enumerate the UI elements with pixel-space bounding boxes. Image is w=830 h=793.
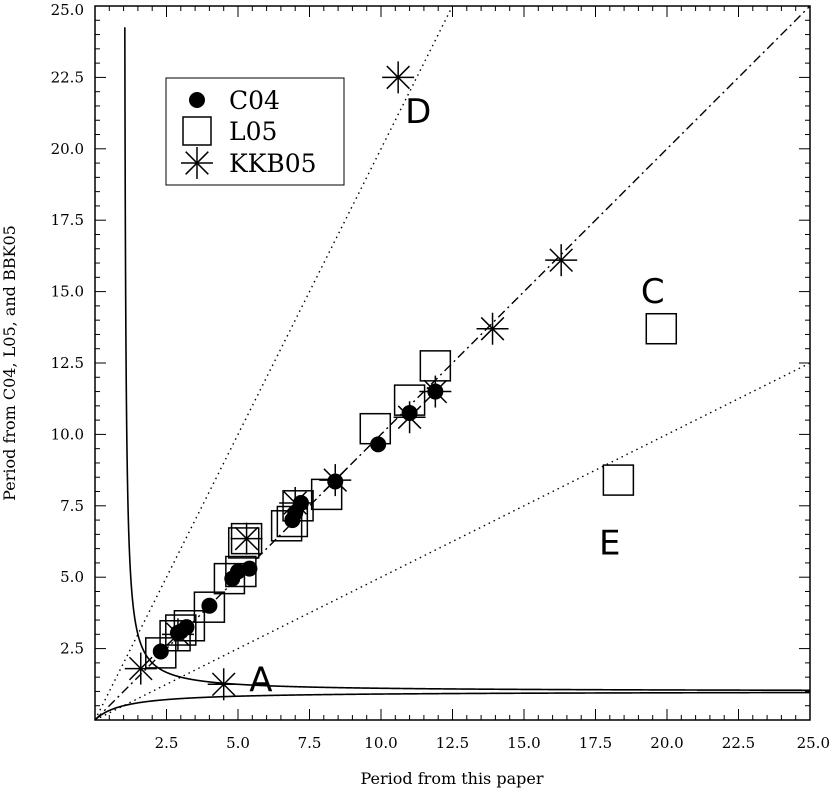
legend-c04-marker <box>189 92 205 108</box>
y-tick-label: 17.5 <box>51 211 84 229</box>
x-tick-label: 12.5 <box>436 734 469 752</box>
x-tick-label: 5.0 <box>226 734 250 752</box>
c04-point <box>427 383 444 400</box>
x-tick-label: 20.0 <box>650 734 683 752</box>
kkb05-point <box>207 668 240 701</box>
kkb05-stroke <box>211 672 236 697</box>
annotation-label: E <box>599 523 620 563</box>
x-tick-label: 25.0 <box>797 734 830 752</box>
x-tick-label: 2.5 <box>155 734 179 752</box>
legend-label: C04 <box>229 86 280 115</box>
reference-line <box>95 362 810 720</box>
c04-point <box>292 494 309 511</box>
c04-point <box>401 404 418 421</box>
c04-point <box>327 473 344 490</box>
x-tick-labels: 2.5 5.0 7.5 10.0 12.5 15.0 17.5 20.0 22.5 25.0 <box>155 734 830 752</box>
c04-point <box>201 597 218 614</box>
l05-point <box>645 312 678 345</box>
reference-line <box>95 6 454 720</box>
reference-line <box>95 6 810 720</box>
kkb05-point <box>545 244 578 277</box>
kkb05-point <box>382 61 415 94</box>
y-tick-label: 10.0 <box>51 425 84 443</box>
legend-label: KKB05 <box>229 149 317 178</box>
x-tick-label: 17.5 <box>579 734 612 752</box>
annotation-label: A <box>249 660 272 700</box>
l05-point <box>213 562 246 595</box>
legend-l05-marker <box>182 116 212 146</box>
l05-point <box>165 614 197 646</box>
data-markers <box>124 61 678 701</box>
annotations: A C D E <box>249 92 664 700</box>
y-tick-label: 5.0 <box>60 568 84 586</box>
x-tick-label: 15.0 <box>507 734 540 752</box>
annotation-label: D <box>405 92 431 132</box>
y-tick-label: 25.0 <box>51 1 84 19</box>
kkb05-point <box>476 312 509 345</box>
axis-ticks <box>94 5 811 721</box>
x-axis-title: Period from this paper <box>361 769 544 788</box>
y-tick-labels: 2.5 5.0 7.5 10.0 12.5 15.0 17.5 20.0 22.5 25.0 <box>51 1 84 658</box>
alias-curve <box>95 691 810 720</box>
annotation-label: C <box>641 272 665 312</box>
kkb05-stroke <box>185 151 209 175</box>
kkb05-stroke <box>549 248 574 273</box>
y-tick-label: 15.0 <box>51 283 84 301</box>
kkb05-stroke <box>480 316 505 341</box>
reference-lines <box>95 6 810 720</box>
c04-point <box>152 643 169 660</box>
y-tick-label: 22.5 <box>51 68 84 86</box>
legend-kkb05-marker <box>181 147 213 179</box>
kkb05-stroke <box>128 656 153 681</box>
kkb05-stroke <box>234 526 259 551</box>
y-tick-label: 12.5 <box>51 354 84 372</box>
kkb05-point <box>230 522 263 555</box>
c04-point <box>178 619 195 636</box>
kkb05-point <box>124 652 157 685</box>
y-axis-title: Period from C04, L05, and BBK05 <box>0 225 19 501</box>
x-tick-label: 10.0 <box>364 734 397 752</box>
legend-label: L05 <box>229 117 277 146</box>
x-tick-label: 22.5 <box>722 734 755 752</box>
l05-point <box>193 591 226 623</box>
y-tick-label: 7.5 <box>60 497 84 515</box>
c04-point <box>241 560 258 577</box>
y-tick-label: 2.5 <box>60 640 84 658</box>
x-tick-label: 7.5 <box>298 734 322 752</box>
y-tick-label: 20.0 <box>51 140 84 158</box>
l05-point <box>602 464 635 496</box>
c04-point <box>370 436 387 453</box>
l05-point <box>227 527 260 559</box>
kkb05-stroke <box>386 65 411 90</box>
